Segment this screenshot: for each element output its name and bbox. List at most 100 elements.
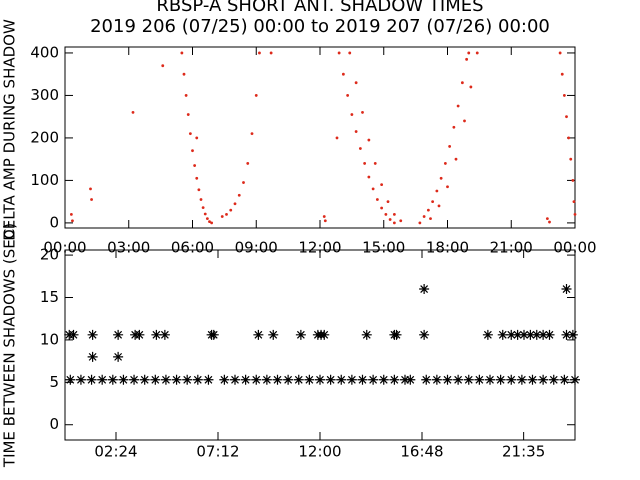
x-tick-label: 00:00: [43, 239, 86, 257]
data-point: [538, 329, 549, 340]
data-point: [182, 374, 193, 385]
data-point: [253, 329, 264, 340]
data-point: [242, 181, 245, 184]
data-point: [482, 329, 493, 340]
data-point: [373, 162, 377, 165]
data-point: [195, 176, 199, 180]
data-point: [485, 374, 495, 385]
y-axis-label: DELTA AMP DURING SHADOW: [1, 19, 19, 241]
data-point: [304, 374, 315, 385]
data-point: [421, 374, 432, 385]
x-tick-label: 21:00: [490, 239, 533, 257]
data-point: [161, 64, 165, 68]
data-point: [220, 215, 224, 218]
y-tick-label: 300: [30, 86, 59, 104]
data-point: [268, 329, 279, 340]
data-point: [463, 119, 466, 123]
data-point: [388, 218, 392, 221]
data-point: [254, 94, 258, 97]
data-point: [454, 157, 458, 161]
data-point: [399, 219, 403, 223]
data-point: [367, 175, 371, 179]
x-tick-label: 02:24: [94, 443, 137, 461]
data-point: [272, 374, 283, 385]
data-point: [467, 51, 471, 55]
y-tick-label: 15: [40, 288, 59, 306]
data-point: [315, 374, 325, 385]
data-point: [544, 329, 555, 340]
data-point: [184, 94, 188, 97]
data-point: [380, 206, 384, 210]
data-point: [426, 208, 430, 212]
data-point: [548, 374, 559, 385]
data-point: [506, 374, 517, 385]
y-tick-label: 5: [49, 373, 59, 391]
data-point: [571, 179, 575, 182]
x-tick-label: 21:35: [502, 443, 545, 461]
data-point: [203, 374, 214, 385]
y-tick-label: 0: [49, 415, 59, 433]
data-point: [325, 374, 336, 385]
data-point: [527, 374, 538, 385]
data-point: [208, 220, 211, 224]
data-point: [525, 329, 536, 340]
data-point: [358, 147, 362, 150]
x-tick-label: 16:48: [400, 443, 443, 461]
data-point: [367, 138, 371, 142]
y-tick-label: 100: [30, 171, 59, 189]
data-point: [561, 284, 572, 295]
data-point: [118, 374, 129, 385]
data-point: [371, 187, 375, 191]
data-point: [197, 188, 201, 192]
data-point: [439, 176, 443, 180]
data-point: [448, 145, 452, 148]
data-point: [437, 204, 441, 208]
data-point: [171, 374, 182, 385]
data-point: [572, 200, 576, 204]
data-point: [159, 329, 170, 340]
data-point: [460, 81, 464, 85]
data-point: [495, 374, 506, 385]
data-point: [150, 374, 161, 385]
data-point: [201, 206, 205, 210]
data-point: [205, 217, 209, 221]
data-point: [400, 374, 410, 385]
data-point: [87, 329, 98, 340]
data-point: [283, 374, 294, 385]
data-point: [469, 85, 473, 89]
data-point: [442, 374, 453, 385]
data-point: [570, 374, 580, 385]
data-point: [384, 213, 388, 216]
data-point: [113, 329, 124, 340]
data-point: [180, 51, 184, 55]
data-point: [562, 94, 566, 97]
data-point: [336, 374, 347, 385]
data-point: [452, 125, 456, 129]
data-point: [68, 329, 79, 340]
data-point: [567, 329, 578, 340]
data-point: [208, 329, 219, 340]
data-point: [565, 115, 568, 119]
data-point: [323, 219, 327, 223]
data-point: [422, 215, 426, 218]
data-point: [506, 329, 517, 340]
data-point: [573, 213, 577, 216]
data-point: [560, 72, 564, 76]
data-point: [392, 221, 396, 225]
data-point: [192, 374, 203, 385]
data-point: [545, 217, 549, 221]
data-point: [561, 329, 572, 340]
data-point: [456, 104, 460, 108]
data-point: [219, 374, 230, 385]
data-point: [380, 183, 384, 187]
chart-subtitle: 2019 206 (07/25) 00:00 to 2019 207 (07/2…: [90, 16, 550, 37]
data-point: [548, 220, 551, 224]
data-point: [361, 111, 364, 114]
x-tick-label: 12:00: [298, 239, 341, 257]
data-point: [443, 162, 447, 165]
data-point: [558, 51, 562, 55]
data-point: [463, 374, 474, 385]
data-point: [229, 208, 233, 212]
data-point: [418, 221, 422, 225]
